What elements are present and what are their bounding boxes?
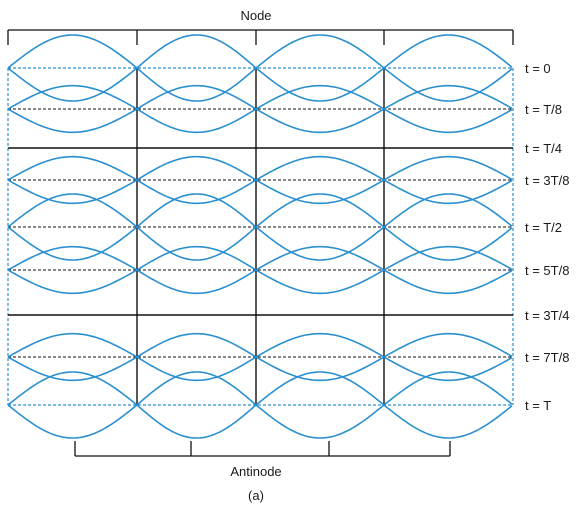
wave-curve xyxy=(7,34,513,102)
wave-curve xyxy=(7,332,513,382)
time-label: t = T xyxy=(525,398,551,413)
wave-curve-mirror xyxy=(7,155,513,205)
wave-curve-mirror xyxy=(7,193,513,261)
wave-curve-mirror xyxy=(7,371,513,439)
wave-curve-mirror xyxy=(7,332,513,382)
wave-curve-mirror xyxy=(7,245,513,295)
time-label: t = 3T/4 xyxy=(525,308,569,323)
wave-row: t = 5T/8 xyxy=(7,245,569,295)
node-label: Node xyxy=(240,8,271,23)
wave-row: t = 3T/4 xyxy=(8,308,569,323)
time-label: t = T/2 xyxy=(525,220,562,235)
time-label: t = 5T/8 xyxy=(525,263,569,278)
time-label: t = T/4 xyxy=(525,141,562,156)
wave-row: t = T xyxy=(7,371,551,439)
time-label: t = T/8 xyxy=(525,102,562,117)
wave-row: t = 3T/8 xyxy=(7,155,569,205)
wave-curve xyxy=(7,245,513,295)
wave-curve xyxy=(7,193,513,261)
wave-row: t = T/4 xyxy=(8,141,562,156)
time-label: t = 0 xyxy=(525,61,551,76)
antinode-bracket xyxy=(74,441,451,457)
wave-curve xyxy=(7,84,513,134)
antinode-label: Antinode xyxy=(230,464,281,479)
wave-curve xyxy=(7,155,513,205)
wave-row: t = 7T/8 xyxy=(7,332,569,382)
node-lines xyxy=(136,68,385,405)
rows-layer: t = 0 t = T/8 t = T/4 t = 3T/8 t = T/2 t = 5T… xyxy=(7,34,569,439)
wave-curve xyxy=(7,371,513,439)
wave-curve-mirror xyxy=(7,34,513,102)
time-label: t = 3T/8 xyxy=(525,173,569,188)
time-label: t = 7T/8 xyxy=(525,350,569,365)
wave-row: t = T/8 xyxy=(7,84,562,134)
node-bracket xyxy=(7,29,514,45)
wave-row: t = 0 xyxy=(7,34,551,102)
wave-row: t = T/2 xyxy=(7,193,562,261)
frame-guides xyxy=(7,67,514,406)
figure-caption: (a) xyxy=(248,488,264,503)
wave-curve-mirror xyxy=(7,84,513,134)
